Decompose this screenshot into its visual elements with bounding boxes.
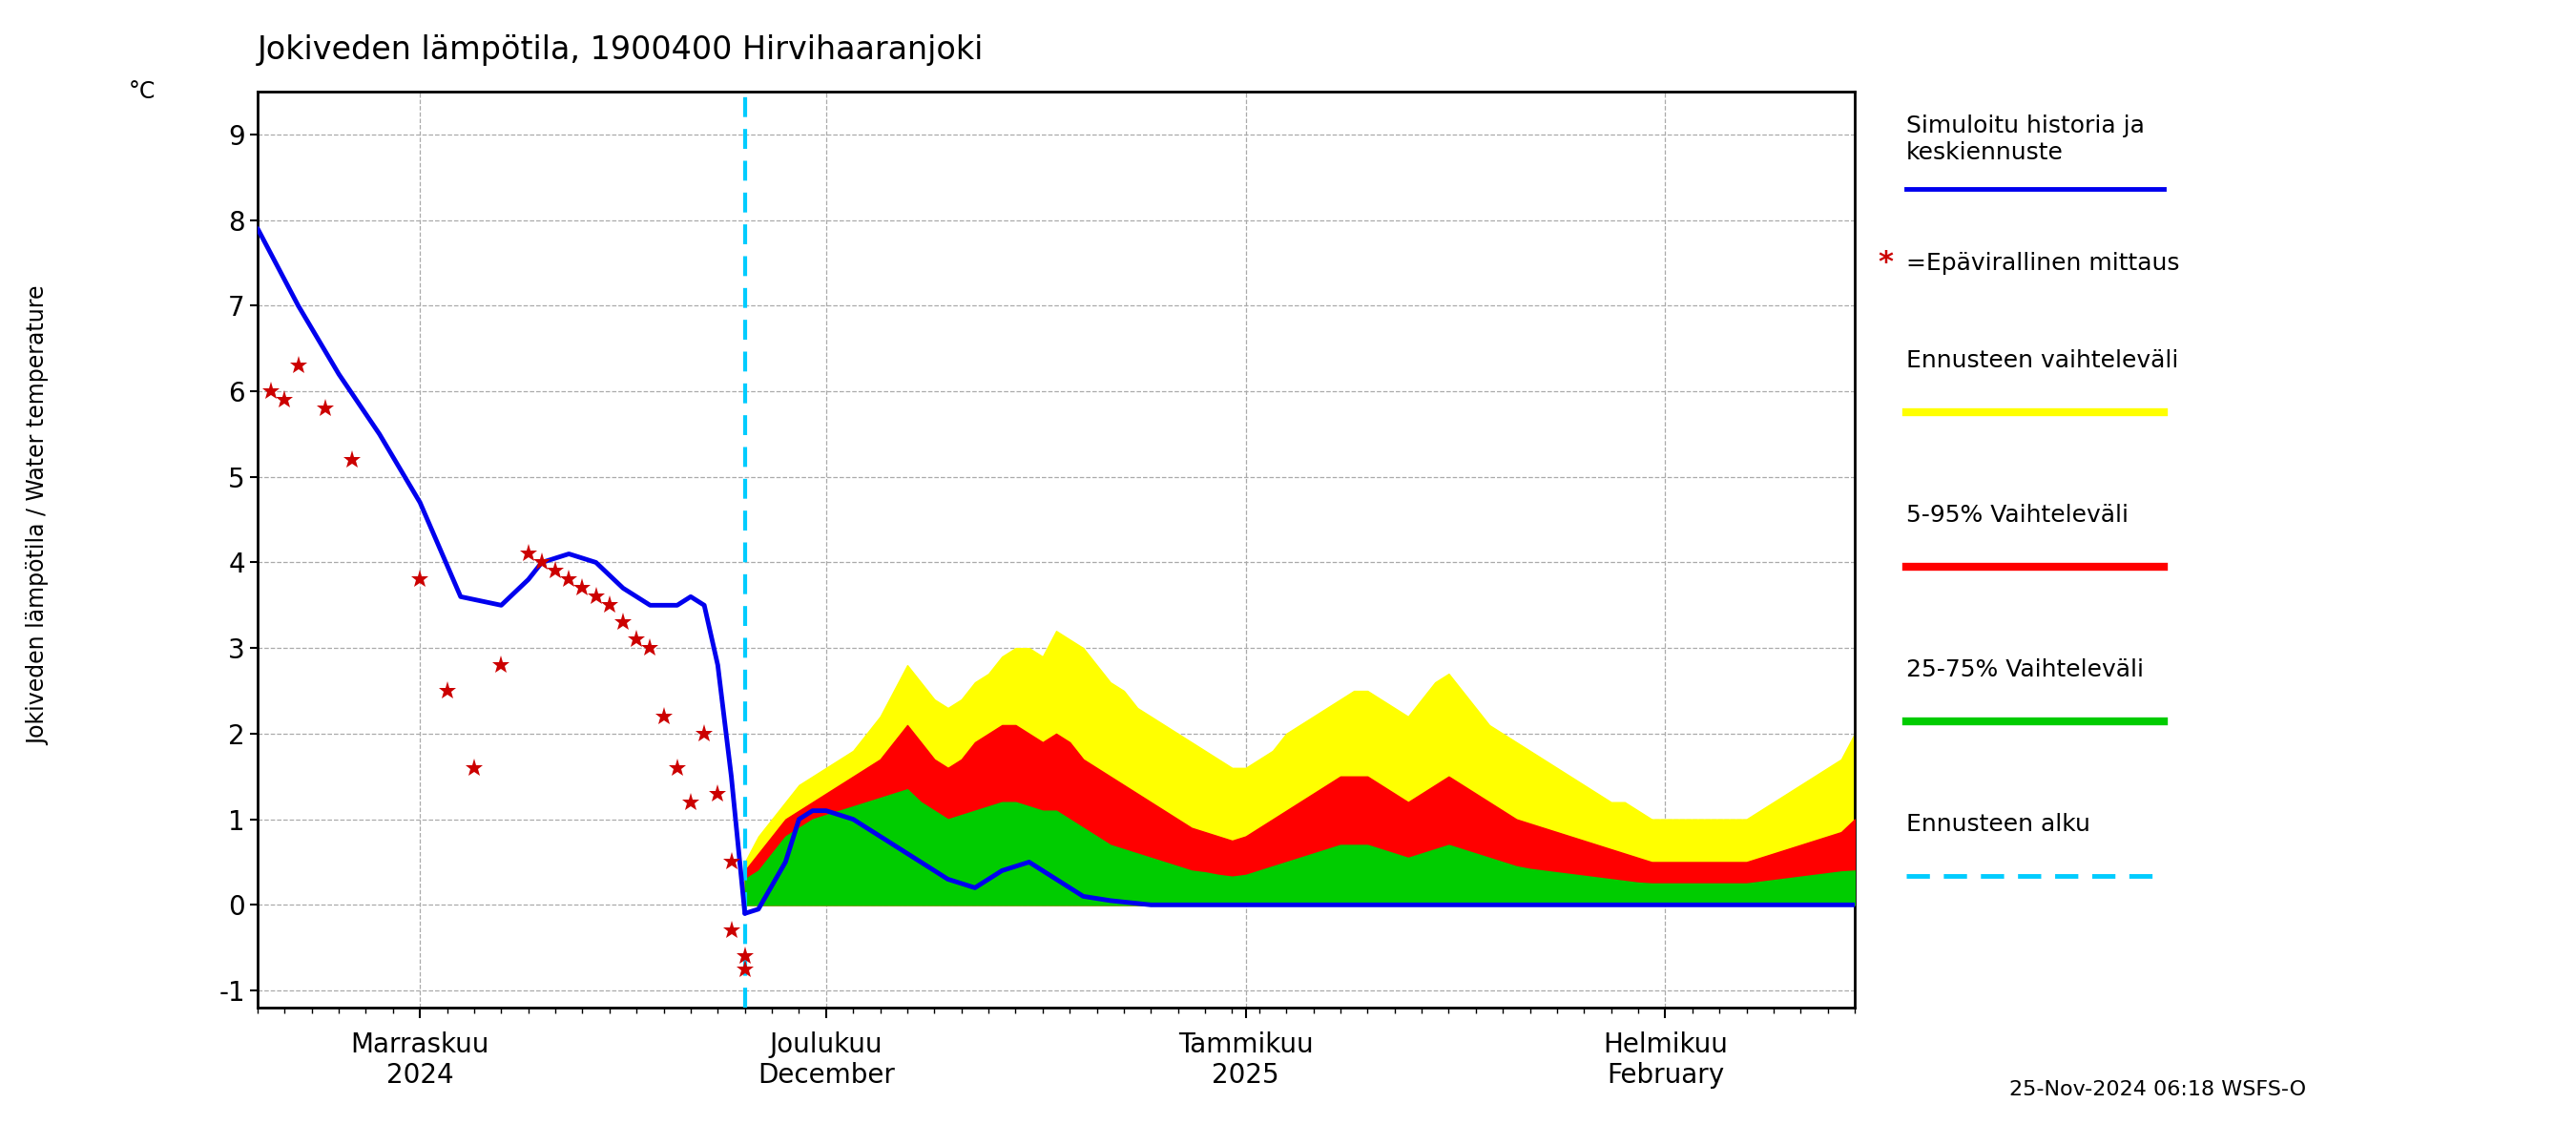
- Text: 25-75% Vaihteleväli: 25-75% Vaihteleväli: [1906, 658, 2143, 681]
- Text: Simuloitu historia ja
keskiennuste: Simuloitu historia ja keskiennuste: [1906, 114, 2146, 164]
- Text: =Epävirallinen mittaus: =Epävirallinen mittaus: [1906, 252, 2179, 275]
- Text: 5-95% Vaihteleväli: 5-95% Vaihteleväli: [1906, 504, 2128, 527]
- Text: Jokiveden lämpötila, 1900400 Hirvihaaranjoki: Jokiveden lämpötila, 1900400 Hirvihaaran…: [258, 34, 984, 65]
- Text: *: *: [1878, 250, 1893, 277]
- Text: Jokiveden lämpötila / Water temperature: Jokiveden lämpötila / Water temperature: [28, 285, 49, 745]
- Text: Ennusteen vaihteleväli: Ennusteen vaihteleväli: [1906, 349, 2179, 372]
- Text: Ennusteen alku: Ennusteen alku: [1906, 813, 2089, 836]
- Text: °C: °C: [129, 80, 155, 103]
- Text: 25-Nov-2024 06:18 WSFS-O: 25-Nov-2024 06:18 WSFS-O: [2009, 1080, 2306, 1099]
